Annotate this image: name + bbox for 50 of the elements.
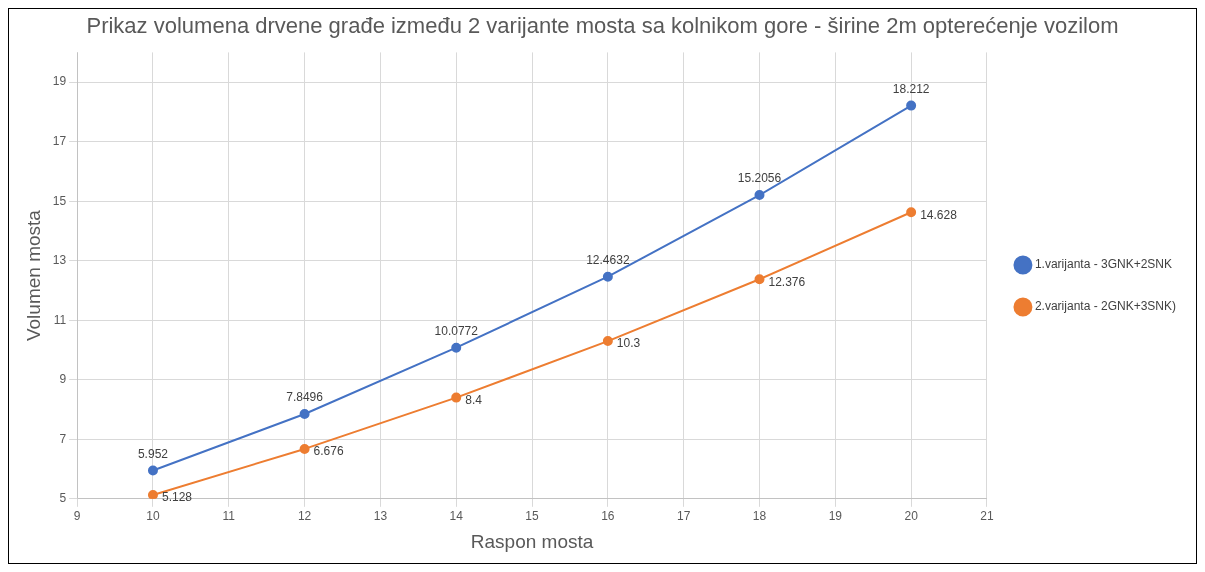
x-tick-label: 11 — [222, 509, 236, 524]
x-tick-label: 13 — [373, 509, 388, 524]
data-label: 12.376 — [768, 274, 806, 289]
point — [147, 489, 158, 499]
data-label: 10.3 — [616, 336, 641, 351]
point — [906, 207, 917, 218]
x-tick-label: 10 — [146, 509, 160, 524]
x-tick-label: 18 — [752, 509, 767, 524]
y-tick-label: 7 — [59, 431, 67, 446]
data-label: 5.952 — [137, 446, 169, 461]
data-label: 6.676 — [313, 444, 344, 459]
y-tick-label: 11 — [53, 312, 67, 327]
data-label: 8.4 — [465, 392, 483, 407]
data-label: 14.628 — [920, 207, 958, 222]
x-tick-label: 20 — [904, 509, 919, 524]
y-tick-label: 19 — [52, 74, 67, 89]
point — [147, 465, 158, 476]
point — [906, 100, 917, 111]
data-label: 7.8496 — [286, 390, 324, 405]
point — [451, 392, 462, 403]
y-axis-title: Volumen mosta — [22, 209, 44, 342]
point — [754, 274, 765, 285]
y-tick-label: 13 — [52, 253, 67, 268]
point — [299, 409, 310, 419]
x-tick-label: 12 — [297, 509, 312, 524]
x-tick-label: 19 — [828, 509, 843, 524]
y-tick-label: 17 — [52, 133, 67, 148]
y-tick-label: 15 — [52, 193, 67, 208]
x-tick-label: 17 — [677, 509, 691, 524]
data-label: 18.212 — [892, 81, 930, 96]
point — [602, 336, 613, 347]
x-tick-label: 21 — [980, 509, 994, 524]
point — [754, 190, 765, 201]
x-tick-label: 14 — [449, 509, 464, 524]
x-tick-label: 16 — [601, 509, 615, 524]
y-tick-label: 5 — [59, 491, 67, 506]
point — [602, 271, 613, 282]
data-label: 10.0772 — [434, 324, 479, 339]
y-tick-label: 9 — [59, 372, 67, 387]
legend-label: 2.varijanta - 2GNK+3SNK) — [1034, 299, 1176, 314]
legend-label: 1.varijanta - 3GNK+2SNK — [1034, 257, 1172, 272]
point — [451, 342, 462, 353]
x-tick-label: 9 — [73, 509, 81, 524]
point — [299, 443, 310, 454]
x-axis-title: Raspon mosta — [470, 530, 594, 552]
data-label: 5.128 — [161, 490, 193, 505]
data-label: 12.4632 — [586, 253, 630, 268]
chart-title: Prikaz volumena drvene građe između 2 varijante mosta sa kolnikom gore - širine 2m opterećenje vozilom — [86, 13, 1119, 39]
x-tick-label: 15 — [525, 509, 540, 524]
data-label: 15.2056 — [737, 171, 782, 186]
